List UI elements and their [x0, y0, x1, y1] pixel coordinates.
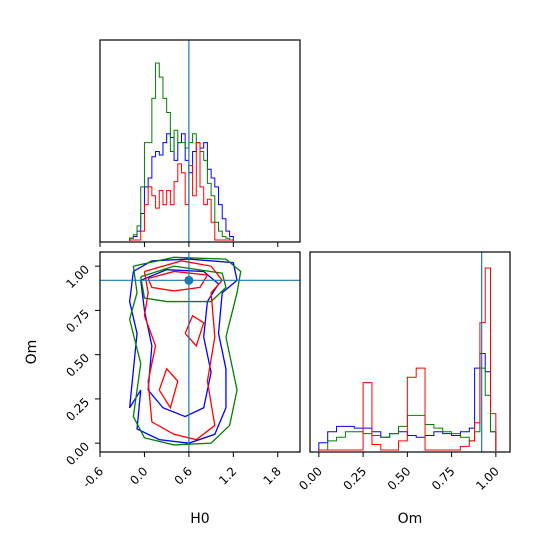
contour-6 — [158, 367, 179, 410]
om-histogram-series-0 — [318, 353, 497, 451]
contour-2 — [128, 256, 242, 446]
om-hist-tick-label-4: 1.00 — [473, 464, 502, 493]
y-axis-label-om: Om — [24, 340, 40, 365]
x-axis-label-h0: H0 — [190, 511, 209, 527]
h0-om-contour-panel: -0.6 0.0 0.6 1.2 1.8 0.00 0.25 0.50 0.75 1.00 — [63, 251, 301, 491]
h0-tick-label-3: 1.2 — [216, 464, 239, 487]
contour-3 — [140, 265, 227, 303]
om-hist-tick-label-2: 0.50 — [385, 464, 414, 493]
contour-frame — [99, 251, 301, 453]
h0-tick-label-4: 1.8 — [260, 464, 283, 487]
om-hist-tick-label-3: 0.75 — [429, 464, 458, 493]
om-tick-label-2: 0.50 — [63, 351, 92, 380]
h0-tick-label-1: 0.0 — [127, 464, 150, 487]
contour-4 — [143, 260, 224, 441]
h0-histogram-series-0 — [129, 133, 234, 241]
om-tick-label-4: 1.00 — [63, 262, 92, 291]
x-axis-label-om: Om — [398, 511, 423, 527]
h0-tick-label-0: -0.6 — [80, 464, 106, 490]
h0-histogram-series-2 — [129, 142, 234, 241]
truth-point — [184, 275, 194, 285]
om-histogram-series-2 — [318, 267, 497, 451]
h0-histogram-series-1 — [129, 62, 234, 241]
om-tick-label-0: 0.00 — [63, 439, 92, 468]
contour-1 — [140, 269, 220, 418]
h0-histogram-frame — [99, 39, 301, 243]
om-tick-label-1: 0.25 — [63, 395, 92, 424]
om-histogram-frame — [309, 251, 511, 453]
om-hist-tick-label-1: 0.25 — [340, 464, 369, 493]
om-hist-tick-label-0: 0.00 — [296, 464, 325, 493]
om-tick-label-3: 0.75 — [63, 307, 92, 336]
contour-7 — [184, 314, 205, 348]
h0-histogram-panel — [99, 39, 301, 247]
contour-5 — [147, 270, 209, 292]
h0-tick-label-2: 0.6 — [172, 464, 195, 487]
om-histogram-panel: 0.00 0.25 0.50 0.75 1.00 — [296, 251, 511, 493]
contour-0 — [128, 258, 238, 444]
om-histogram-series-1 — [318, 367, 497, 451]
